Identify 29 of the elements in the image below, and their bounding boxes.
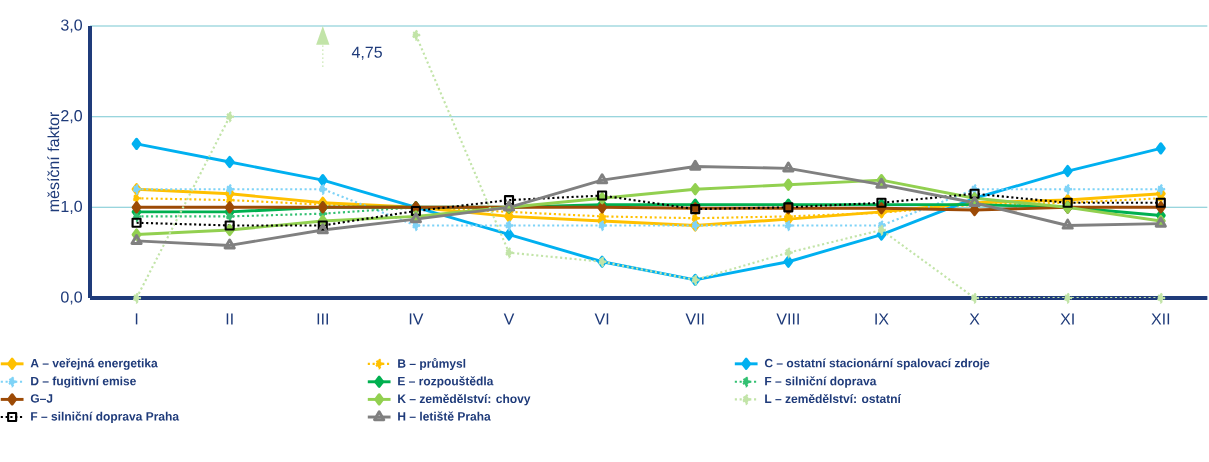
y-tick-label: 1,0 bbox=[61, 200, 83, 214]
x-tick-label: X bbox=[969, 313, 980, 325]
x-tick-label: IV bbox=[409, 313, 424, 325]
legend-label: B – průmysl bbox=[398, 357, 466, 371]
x-tick-label: VII bbox=[685, 313, 704, 325]
x-tick-label: XII bbox=[1151, 313, 1170, 325]
x-tick-label: VIII bbox=[776, 313, 799, 325]
legend-label: F – silniční doprava Praha bbox=[31, 411, 180, 423]
legend-label: F – silniční doprava bbox=[765, 376, 877, 388]
y-axis-title: měsíční faktor bbox=[47, 112, 60, 212]
y-tick-label: 3,0 bbox=[61, 19, 83, 33]
x-tick-label: XI bbox=[1060, 313, 1074, 325]
x-tick-label: VI bbox=[594, 313, 609, 325]
x-tick-label: III bbox=[317, 313, 328, 325]
legend-label: E – rozpouštědla bbox=[398, 376, 494, 388]
legend-label: C – ostatní stacionární spalovací zdroje bbox=[764, 358, 990, 370]
legend-label: D – fugitivní emise bbox=[31, 376, 136, 388]
legend-label: K – zemědělství: chovy bbox=[398, 393, 531, 406]
legend-label: G–J bbox=[30, 394, 53, 403]
annotation: 4,75 bbox=[351, 46, 382, 60]
x-tick-label: II bbox=[226, 313, 233, 325]
legend-label: H – letiště Praha bbox=[398, 411, 491, 421]
legend-label: A – veřejná energetika bbox=[30, 358, 158, 370]
x-tick-label: I bbox=[135, 313, 138, 325]
y-tick-label: 2,0 bbox=[61, 110, 83, 124]
y-tick-label: 0,0 bbox=[61, 291, 83, 305]
x-tick-label: V bbox=[503, 313, 515, 325]
legend-label: L – zemědělství: ostatní bbox=[765, 393, 902, 404]
x-tick-label: IX bbox=[875, 313, 889, 325]
